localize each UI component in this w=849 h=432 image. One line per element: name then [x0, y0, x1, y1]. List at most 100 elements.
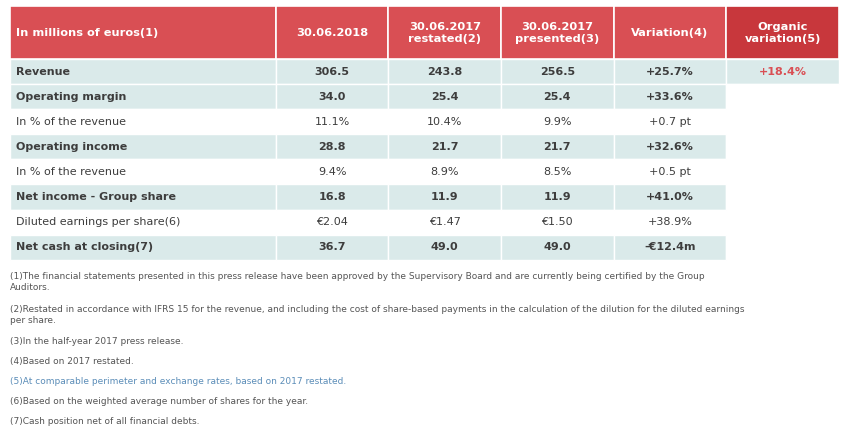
Bar — [276, 159, 389, 184]
Text: (7)Cash position net of all financial debts.: (7)Cash position net of all financial de… — [10, 417, 200, 426]
Bar — [726, 134, 839, 159]
Text: +0.5 pt: +0.5 pt — [649, 167, 691, 177]
Bar — [501, 84, 614, 109]
Bar — [276, 134, 389, 159]
Text: (6)Based on the weighted average number of shares for the year.: (6)Based on the weighted average number … — [10, 397, 308, 406]
Text: 243.8: 243.8 — [427, 67, 463, 77]
Text: Net income - Group share: Net income - Group share — [16, 192, 176, 202]
Bar — [10, 109, 276, 134]
Bar — [614, 210, 726, 235]
Text: €1.50: €1.50 — [542, 217, 573, 227]
Text: (1)The financial statements presented in this press release have been approved b: (1)The financial statements presented in… — [10, 272, 705, 292]
Text: 49.0: 49.0 — [431, 242, 458, 252]
Bar — [389, 109, 501, 134]
Bar — [10, 59, 276, 84]
Text: Net cash at closing(7): Net cash at closing(7) — [16, 242, 154, 252]
Bar — [276, 109, 389, 134]
Bar — [614, 159, 726, 184]
Bar — [501, 235, 614, 260]
Bar — [389, 235, 501, 260]
Text: -€12.4m: -€12.4m — [644, 242, 695, 252]
Bar — [389, 84, 501, 109]
Text: In % of the revenue: In % of the revenue — [16, 167, 127, 177]
Text: In % of the revenue: In % of the revenue — [16, 117, 127, 127]
Bar — [614, 184, 726, 210]
Text: Operating income: Operating income — [16, 142, 127, 152]
Text: +25.7%: +25.7% — [646, 67, 694, 77]
Bar — [276, 235, 389, 260]
Text: 9.4%: 9.4% — [318, 167, 346, 177]
Text: 21.7: 21.7 — [543, 142, 571, 152]
Bar — [10, 84, 276, 109]
Bar — [726, 6, 839, 59]
Text: (3)In the half-year 2017 press release.: (3)In the half-year 2017 press release. — [10, 337, 183, 346]
Bar — [501, 134, 614, 159]
Text: +18.4%: +18.4% — [758, 67, 807, 77]
Bar — [10, 210, 276, 235]
Text: 256.5: 256.5 — [540, 67, 575, 77]
Bar — [614, 59, 726, 84]
Text: 25.4: 25.4 — [431, 92, 458, 102]
Bar — [501, 184, 614, 210]
Text: 21.7: 21.7 — [431, 142, 458, 152]
Bar — [276, 59, 389, 84]
Text: Organic
variation(5): Organic variation(5) — [745, 22, 821, 44]
Bar — [10, 235, 276, 260]
Text: 11.9: 11.9 — [543, 192, 571, 202]
Text: 30.06.2017
restated(2): 30.06.2017 restated(2) — [408, 22, 481, 44]
Bar — [501, 6, 614, 59]
Text: +32.6%: +32.6% — [646, 142, 694, 152]
Text: (5)At comparable perimeter and exchange rates, based on 2017 restated.: (5)At comparable perimeter and exchange … — [10, 377, 346, 386]
Bar — [10, 6, 276, 59]
Text: 8.9%: 8.9% — [430, 167, 459, 177]
Text: 49.0: 49.0 — [543, 242, 571, 252]
Text: Diluted earnings per share(6): Diluted earnings per share(6) — [16, 217, 181, 227]
Bar — [726, 59, 839, 84]
Bar — [276, 6, 389, 59]
Bar — [389, 134, 501, 159]
Bar — [389, 210, 501, 235]
Text: 11.1%: 11.1% — [315, 117, 350, 127]
Text: 25.4: 25.4 — [543, 92, 571, 102]
Text: (4)Based on 2017 restated.: (4)Based on 2017 restated. — [10, 357, 134, 366]
Bar — [276, 184, 389, 210]
Text: 36.7: 36.7 — [318, 242, 346, 252]
Text: In millions of euros(1): In millions of euros(1) — [16, 28, 159, 38]
Text: 11.9: 11.9 — [431, 192, 458, 202]
Text: 28.8: 28.8 — [318, 142, 346, 152]
Text: 30.06.2018: 30.06.2018 — [296, 28, 368, 38]
Bar — [501, 159, 614, 184]
Bar — [726, 159, 839, 184]
Bar — [10, 134, 276, 159]
Text: €1.47: €1.47 — [429, 217, 461, 227]
Text: +38.9%: +38.9% — [648, 217, 693, 227]
Bar — [389, 6, 501, 59]
Bar — [10, 184, 276, 210]
Text: Operating margin: Operating margin — [16, 92, 127, 102]
Text: 8.5%: 8.5% — [543, 167, 571, 177]
Text: 306.5: 306.5 — [315, 67, 350, 77]
Text: Variation(4): Variation(4) — [632, 28, 709, 38]
Bar — [614, 6, 726, 59]
Bar — [389, 159, 501, 184]
Bar — [389, 59, 501, 84]
Bar — [726, 184, 839, 210]
Bar — [276, 210, 389, 235]
Bar — [614, 235, 726, 260]
Text: 30.06.2017
presented(3): 30.06.2017 presented(3) — [515, 22, 599, 44]
Bar — [501, 109, 614, 134]
Text: (2)Restated in accordance with IFRS 15 for the revenue, and including the cost o: (2)Restated in accordance with IFRS 15 f… — [10, 305, 745, 325]
Bar — [726, 210, 839, 235]
Text: 34.0: 34.0 — [318, 92, 346, 102]
Bar — [276, 84, 389, 109]
Bar — [726, 109, 839, 134]
Text: +33.6%: +33.6% — [646, 92, 694, 102]
Bar — [10, 159, 276, 184]
Bar — [501, 210, 614, 235]
Text: +41.0%: +41.0% — [646, 192, 694, 202]
Bar — [614, 134, 726, 159]
Text: €2.04: €2.04 — [316, 217, 348, 227]
Bar — [501, 59, 614, 84]
Bar — [614, 109, 726, 134]
Bar — [614, 84, 726, 109]
